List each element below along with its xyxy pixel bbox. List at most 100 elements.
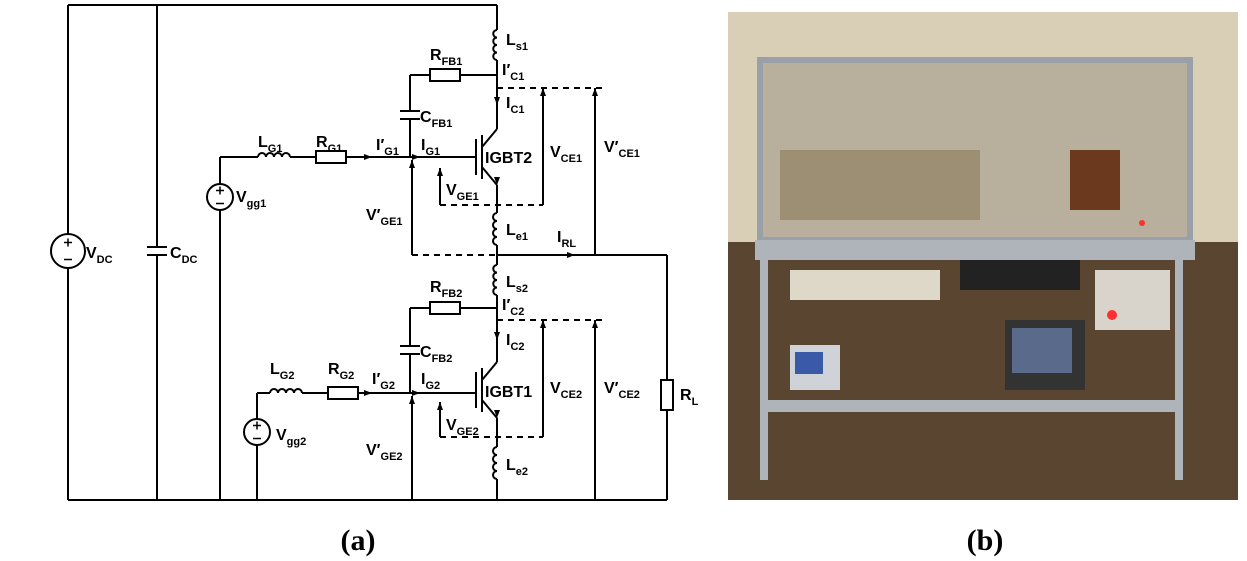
label-sub: C1	[510, 71, 524, 83]
label-sub: RL	[561, 238, 576, 250]
wire	[482, 129, 497, 147]
label: I′G1	[376, 137, 399, 158]
label: Le2	[506, 457, 528, 478]
label: Ls1	[506, 32, 528, 53]
arrow-head	[412, 154, 420, 160]
resistor	[430, 302, 460, 314]
arrow-head	[409, 160, 415, 168]
label-base: V′	[604, 380, 619, 397]
label-base: V′	[366, 207, 381, 224]
label-base: L	[258, 134, 268, 151]
label-sub: G2	[280, 370, 295, 382]
label: CFB1	[420, 109, 452, 130]
label: I′C1	[502, 62, 524, 83]
label: Le1	[506, 222, 528, 243]
wire	[482, 167, 497, 185]
label-base: IGBT1	[485, 384, 532, 401]
label-sub: FB2	[432, 353, 453, 365]
label-base: I′	[502, 297, 510, 314]
label-base: L	[506, 32, 516, 49]
caption: (b)	[967, 524, 1004, 557]
arrow-head	[494, 332, 500, 340]
label: LG2	[270, 361, 294, 382]
label-sub: CE2	[619, 389, 640, 401]
label-sub: G1	[384, 146, 399, 158]
label-base: V	[236, 189, 247, 206]
label-sub: e2	[516, 466, 528, 478]
arrow-head	[592, 88, 598, 96]
arrow-head	[494, 97, 500, 105]
label: VCE2	[550, 380, 582, 401]
label-sub: DC	[182, 254, 198, 266]
label-sub: C2	[510, 341, 524, 353]
label-sub: GE2	[457, 426, 479, 438]
arrow-head	[437, 402, 443, 410]
label-base: L	[506, 457, 516, 474]
label-sub: GE2	[381, 451, 403, 463]
label-base: L	[270, 361, 280, 378]
caption: (a)	[341, 524, 376, 557]
label: I′C2	[502, 297, 524, 318]
label-base: V	[276, 427, 287, 444]
label-sub: FB1	[442, 56, 463, 68]
label-sub: e1	[516, 231, 528, 243]
wire	[482, 400, 497, 418]
resistor	[430, 69, 460, 81]
label-sub: s2	[516, 283, 528, 295]
label-base: R	[430, 47, 442, 64]
label-sub: FB2	[442, 288, 463, 300]
label-sub: gg2	[287, 436, 307, 448]
label-base: IGBT2	[485, 150, 532, 167]
label: CDC	[170, 245, 198, 266]
arrow-head	[592, 320, 598, 328]
label-base: R	[328, 361, 340, 378]
label-sub: CE1	[561, 153, 582, 165]
label: VGE2	[446, 417, 479, 438]
label-base: V′	[604, 139, 619, 156]
label: IRL	[557, 229, 576, 250]
label: Vgg2	[276, 427, 306, 448]
label-base: I′	[372, 371, 380, 388]
label-sub: CE2	[561, 389, 582, 401]
label-sub: C2	[510, 306, 524, 318]
label-base: V	[550, 380, 561, 397]
arrow-head	[364, 154, 372, 160]
circuit	[51, 5, 673, 500]
label: RL	[680, 387, 699, 408]
resistor	[328, 387, 358, 399]
label: IG1	[421, 137, 440, 158]
label-base: I′	[376, 137, 384, 154]
label-base: V	[446, 417, 457, 434]
label-sub: G2	[340, 370, 355, 382]
label-sub: L	[692, 396, 699, 408]
resistor	[661, 380, 673, 410]
label-base: R	[680, 387, 692, 404]
label: V′CE2	[604, 380, 640, 401]
label: IC1	[506, 95, 525, 116]
label: IGBT2	[485, 150, 532, 167]
label-sub: gg1	[247, 198, 267, 210]
label: RFB2	[430, 279, 462, 300]
label-sub: G1	[268, 143, 283, 155]
label: LG1	[258, 134, 282, 155]
label: V′GE2	[366, 442, 403, 463]
label-sub: C1	[510, 104, 524, 116]
arrow-head	[540, 320, 546, 328]
label-base: R	[316, 134, 328, 151]
label-base: I′	[502, 62, 510, 79]
label-base: C	[420, 109, 432, 126]
photo	[728, 12, 1238, 500]
label-sub: CE1	[619, 148, 640, 160]
label: V′CE1	[604, 139, 640, 160]
label: IGBT1	[485, 384, 532, 401]
label-base: R	[430, 279, 442, 296]
label-sub: FB1	[432, 118, 453, 130]
label-sub: s1	[516, 41, 528, 53]
wire	[482, 362, 497, 380]
label-sub: G2	[425, 380, 440, 392]
label: RFB1	[430, 47, 462, 68]
label-sub: G2	[380, 380, 395, 392]
arrow-head	[567, 252, 575, 258]
label: VGE1	[446, 182, 479, 203]
arrow-head	[364, 390, 372, 396]
